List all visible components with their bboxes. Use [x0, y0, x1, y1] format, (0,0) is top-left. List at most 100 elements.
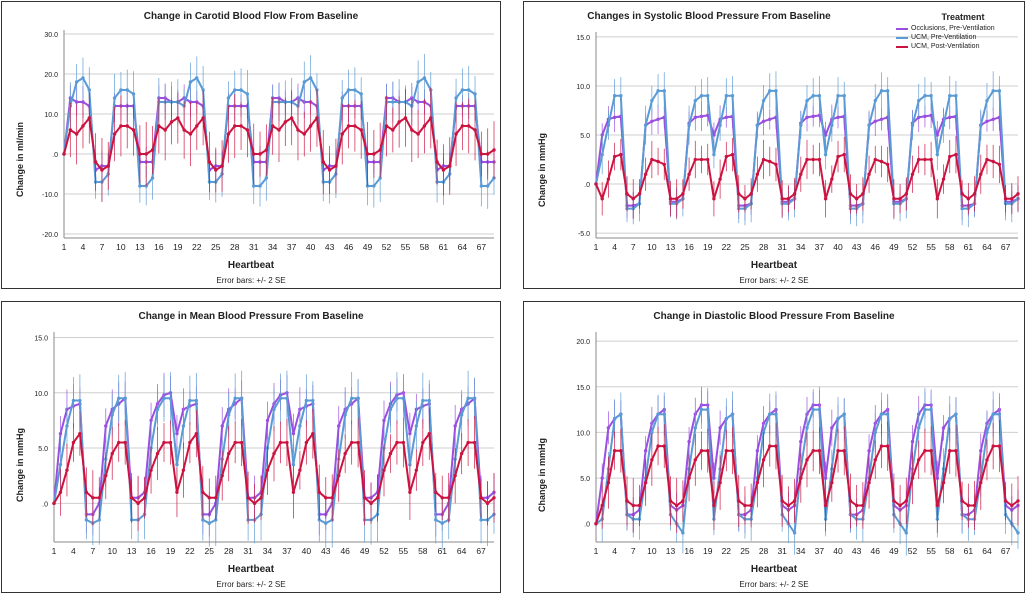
data-point — [643, 123, 648, 127]
treatment-legend: Treatment Occlusions, Pre-Ventilation UC… — [896, 12, 1024, 51]
data-point — [941, 177, 946, 181]
data-point — [220, 473, 224, 478]
data-point — [410, 128, 414, 132]
data-point — [285, 440, 289, 445]
x-tick-label: 4 — [81, 242, 86, 252]
data-point — [997, 162, 1002, 167]
x-tick-label: 25 — [211, 242, 221, 252]
data-point — [786, 197, 791, 201]
data-point — [117, 440, 121, 445]
data-point — [252, 184, 256, 188]
data-point — [239, 88, 243, 92]
data-point — [979, 123, 983, 127]
data-point — [650, 458, 654, 462]
data-point — [168, 396, 173, 401]
y-axis-label: Change in ml/min — [15, 121, 25, 197]
data-point — [681, 499, 685, 503]
data-point — [408, 431, 412, 436]
x-tick-label: 16 — [146, 546, 156, 556]
data-point — [954, 448, 958, 453]
x-tick-label: 31 — [777, 242, 787, 252]
data-point — [397, 120, 401, 124]
data-point — [119, 88, 123, 92]
data-point — [792, 499, 797, 503]
data-point — [712, 152, 716, 157]
data-point — [898, 503, 902, 508]
data-point — [391, 100, 395, 104]
data-point — [479, 152, 484, 156]
data-point — [867, 172, 871, 176]
x-tick-label: 1 — [52, 546, 57, 556]
data-point — [706, 94, 710, 98]
data-point — [991, 89, 995, 93]
data-point — [755, 123, 760, 127]
data-point — [434, 490, 438, 494]
data-point — [929, 157, 933, 162]
data-point — [112, 96, 117, 100]
data-point — [929, 407, 933, 412]
data-point — [656, 89, 660, 93]
x-tick-label: 22 — [722, 546, 732, 556]
data-point — [472, 440, 477, 445]
data-point — [743, 503, 747, 508]
data-point — [867, 480, 871, 485]
x-tick-label: 40 — [306, 242, 316, 252]
data-point — [182, 128, 186, 132]
data-point — [972, 192, 977, 196]
data-point — [188, 132, 193, 136]
data-point — [440, 521, 444, 525]
data-point — [265, 418, 270, 423]
data-point — [631, 503, 635, 508]
x-tick-label: 58 — [945, 242, 955, 252]
data-point — [662, 162, 666, 167]
data-point — [848, 499, 853, 503]
x-axis-label: Heartbeat — [227, 260, 275, 271]
data-point — [416, 80, 420, 84]
data-point — [441, 168, 446, 172]
data-point — [873, 119, 877, 123]
data-point — [201, 116, 205, 120]
data-point — [291, 490, 296, 494]
data-point — [910, 172, 915, 176]
x-tick-label: 64 — [982, 546, 992, 556]
data-point — [954, 412, 958, 416]
systolic-bp-plot: 15.0 10.0 5.0 .0 -5.0 1 4 7 10 13 16 19 22 25 28 31 34 37… — [576, 32, 1020, 252]
x-tick-label: 61 — [964, 242, 974, 252]
data-point — [780, 197, 784, 201]
data-point — [687, 439, 691, 444]
x-tick-label: 58 — [418, 546, 428, 556]
data-point — [699, 114, 704, 119]
x-tick-label: 13 — [135, 242, 145, 252]
x-tick-label: 61 — [438, 546, 448, 556]
data-point — [712, 503, 716, 508]
data-point — [712, 476, 716, 480]
data-point — [985, 458, 989, 462]
y-tick-label: .0 — [584, 522, 590, 529]
data-point — [388, 451, 393, 456]
data-point — [668, 197, 673, 201]
data-point — [836, 115, 840, 120]
data-point — [353, 88, 357, 92]
x-tick-label: 40 — [833, 242, 843, 252]
data-point — [817, 94, 822, 98]
data-point — [58, 490, 63, 494]
data-point — [362, 496, 367, 500]
data-point — [1016, 192, 1020, 196]
data-point — [948, 94, 952, 98]
data-point — [195, 76, 199, 80]
data-point — [811, 157, 815, 162]
data-point — [836, 94, 840, 98]
data-point — [142, 496, 147, 500]
data-point — [892, 197, 896, 201]
data-point — [175, 490, 179, 494]
systolic-bp-chart-panel: Changes in Systolic Blood Pressure From … — [523, 1, 1025, 289]
data-point — [324, 496, 328, 500]
data-point — [378, 176, 382, 180]
data-point — [62, 152, 66, 156]
x-tick-label: 37 — [815, 546, 825, 556]
x-tick-label: 7 — [631, 242, 636, 252]
data-point — [123, 440, 127, 445]
data-point — [391, 128, 395, 132]
data-point — [155, 451, 160, 456]
data-point — [873, 430, 877, 435]
